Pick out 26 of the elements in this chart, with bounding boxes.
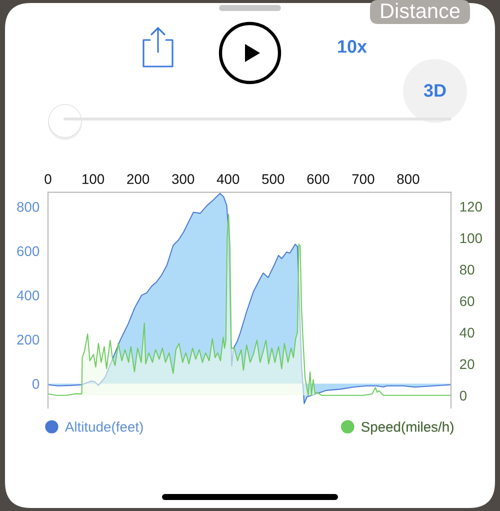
x-tick-label: 400 [216,174,240,184]
y2-tick-label: 100 [460,233,482,244]
legend-label: Altitude(feet) [64,422,143,435]
y-tick-label: 200 [17,334,40,345]
text: 10x [338,40,367,53]
y2-tick-label: 120 [460,202,482,212]
x-tick-label: 100 [82,174,104,184]
text: 3D [424,84,446,97]
y-tick-label: 400 [16,290,40,300]
y-tick-label: 800 [17,202,40,212]
text: Distance [381,2,460,18]
x-tick-label: 800 [397,174,420,184]
y-tick-label: 600 [17,246,40,256]
y2-tick-label: 40 [460,328,474,338]
y2-tick-label: 60 [460,296,474,306]
x-tick-label: 0 [44,174,52,184]
y2-tick-label: 0 [460,390,467,401]
x-tick-label: 700 [352,174,374,184]
x-tick-label: 500 [262,174,284,184]
x-tick-label: 300 [172,174,194,184]
legend-label: Speed(miles/h) [361,422,454,435]
x-tick-label: 600 [307,174,330,184]
y2-tick-label: 20 [460,359,474,370]
y-tick-label: 0 [32,379,40,389]
x-tick-label: 200 [127,174,150,184]
y2-tick-label: 80 [460,264,474,275]
